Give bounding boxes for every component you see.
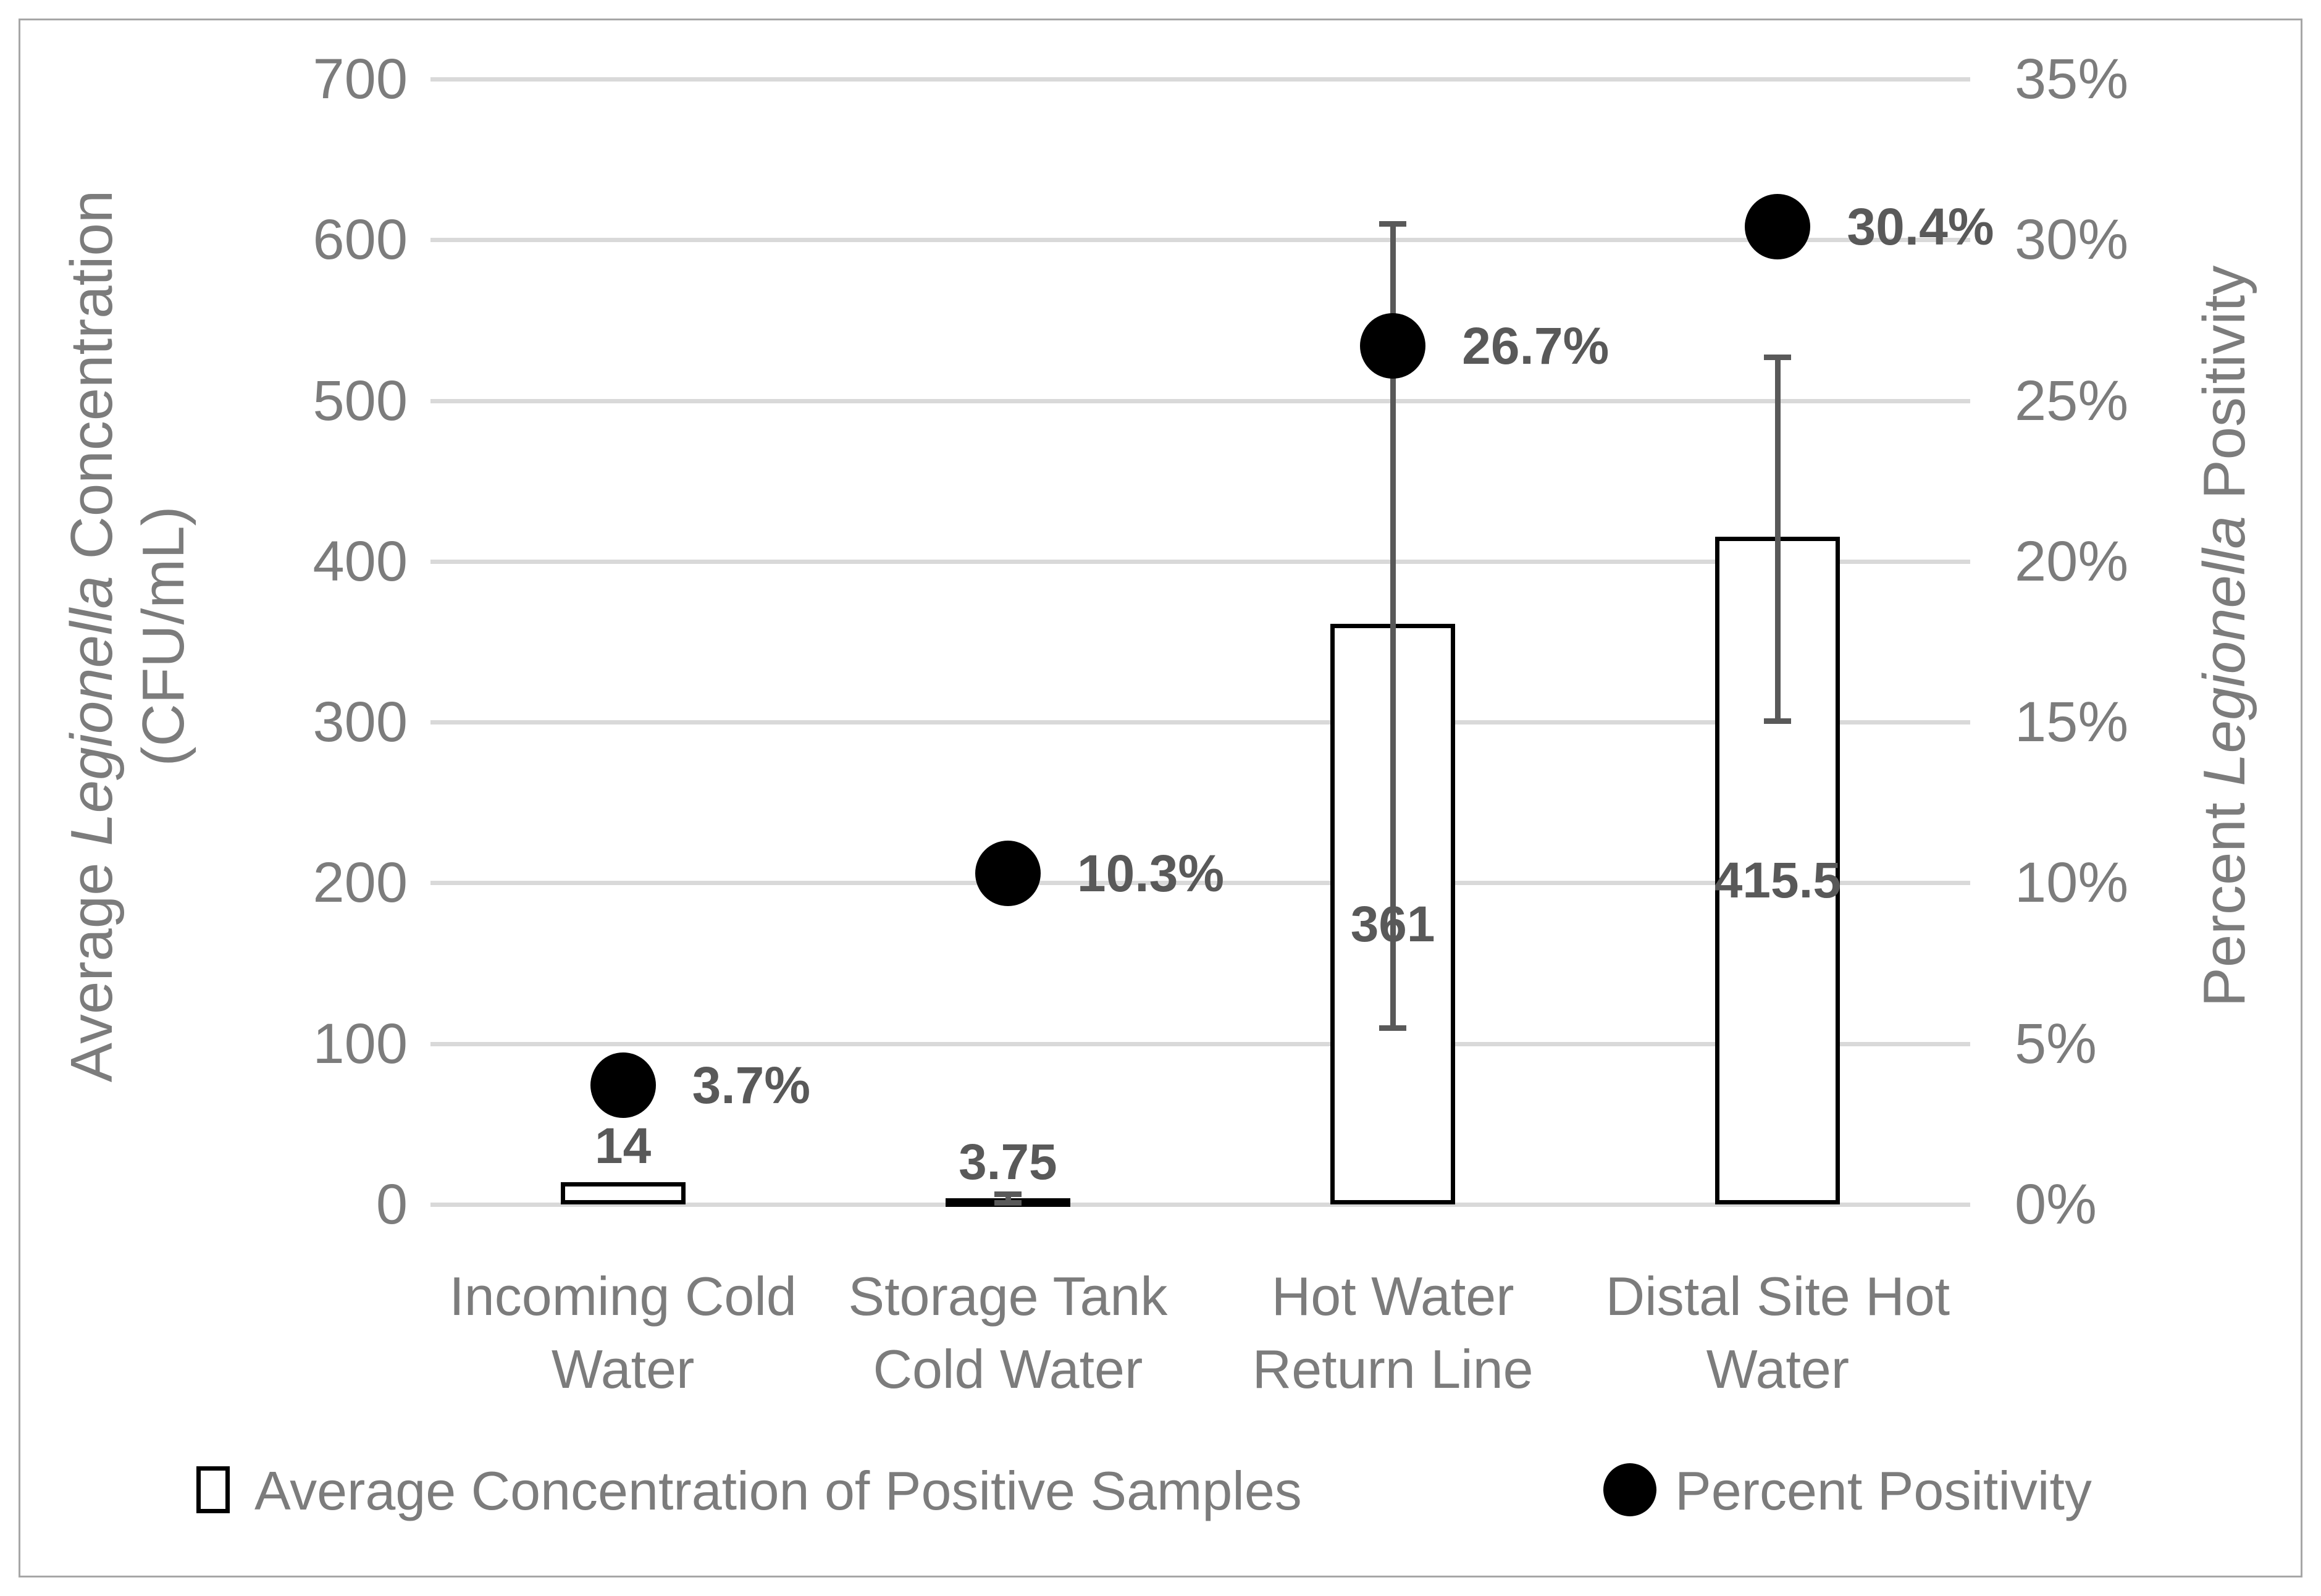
left-axis-title: Average Legionella Concentration (CFU/mL… [56,0,204,1316]
percent-positivity-label: 26.7% [1462,317,1610,376]
legend-dot-marker-icon [1603,1463,1656,1516]
left-axis-tick-label: 0 [376,1173,408,1236]
right-axis-title-line: Percent Legionella Positivity [2189,0,2260,1316]
error-bar-cap-bottom [1764,718,1792,724]
right-axis-tick-label: 30% [2015,208,2129,272]
percent-positivity-dot [1360,313,1426,379]
x-axis-category-line: Storage Tank [848,1266,1168,1327]
gridline [430,1041,1970,1046]
right-axis-tick-label: 15% [2015,691,2129,754]
x-axis-category-line: Hot Water [1271,1266,1514,1327]
error-bar-line [1775,357,1781,721]
left-axis-tick-label: 400 [313,529,408,593]
legend-bar-marker-icon [196,1466,230,1513]
gridline [430,720,1970,725]
percent-positivity-label: 3.7% [692,1056,811,1115]
percent-positivity-dot [1745,194,1811,260]
percent-positivity-label: 30.4% [1847,198,1994,256]
error-bar-line [1390,224,1396,1028]
chart-outer-border [19,19,2302,1577]
error-bar-cap-top [994,1191,1022,1198]
percent-positivity-dot [975,840,1041,906]
gridline [430,1203,1970,1207]
left-axis-tick-label: 300 [313,691,408,754]
left-axis-tick-label: 200 [313,851,408,915]
right-axis-tick-label: 0% [2015,1173,2097,1236]
bar-value-label: 415.5 [1714,852,1841,909]
legionella-italic: Legionella [59,576,125,846]
left-axis-title-line1: Average Legionella Concentration [56,0,128,1316]
left-axis-tick-label: 700 [313,48,408,111]
gridline [430,77,1970,82]
gridline [430,238,1970,243]
right-axis-tick-label: 35% [2015,48,2129,111]
left-axis-title-line2: (CFU/mL) [130,506,196,766]
error-bar-cap-top [1379,221,1407,227]
x-axis-category-label: Incoming Cold Water [430,1260,815,1406]
x-axis-category-label: Hot Water Return Line [1201,1260,1585,1406]
percent-positivity-label: 10.3% [1077,844,1225,902]
right-axis-tick-label: 10% [2015,851,2129,915]
x-axis-category-line: Water [1706,1338,1850,1400]
gridline [430,881,1970,886]
gridline [430,398,1970,403]
right-axis-tick-label: 25% [2015,369,2129,432]
x-axis-category-line: Incoming Cold [449,1266,797,1327]
legend-label-concentration: Average Concentration of Positive Sample… [254,1460,1302,1521]
percent-positivity-dot [590,1052,656,1119]
error-bar-cap-top [1764,355,1792,361]
error-bar-cap-bottom [994,1200,1022,1206]
x-axis-category-line: Distal Site Hot [1605,1266,1950,1327]
error-bar-cap-bottom [1379,1025,1407,1031]
x-axis-category-line: Return Line [1252,1338,1534,1400]
bar-value-label: 361 [1350,896,1435,953]
gridline [430,559,1970,564]
x-axis-category-line: Water [551,1338,695,1400]
right-axis-tick-label: 5% [2015,1012,2097,1075]
left-axis-tick-label: 600 [313,208,408,272]
x-axis-category-label: Storage Tank Cold Water [815,1260,1200,1406]
right-axis-tick-label: 20% [2015,529,2129,593]
x-axis-category-label: Distal Site Hot Water [1585,1260,1970,1406]
legend-label-positivity: Percent Positivity [1675,1460,2092,1521]
bar [560,1182,686,1204]
left-axis-tick-label: 500 [313,369,408,432]
left-axis-title-text2: Concentration [59,190,125,576]
left-axis-title-text: Average [59,846,125,1083]
left-axis-tick-label: 100 [313,1012,408,1075]
x-axis-category-line: Cold Water [873,1338,1143,1400]
bar-value-label: 14 [595,1117,652,1174]
error-bar-line [1005,1194,1011,1203]
right-axis-title: Percent Legionella Positivity [2189,0,2263,1316]
bar-value-label: 3.75 [959,1134,1057,1191]
